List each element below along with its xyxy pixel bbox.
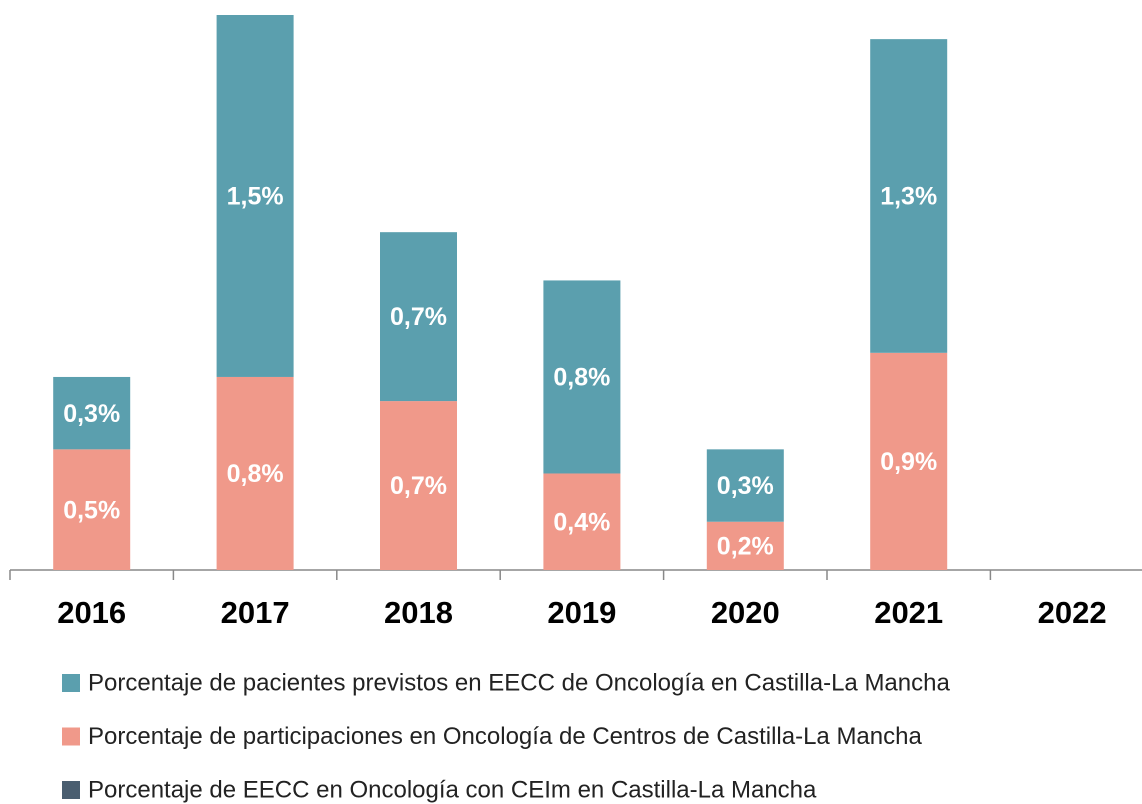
legend-swatch — [62, 674, 80, 692]
x-tick-label: 2019 — [547, 595, 616, 630]
bar-segment — [870, 352, 948, 570]
value-label: 0,2% — [717, 532, 774, 560]
bar-segment — [706, 521, 784, 570]
bar-segment — [53, 449, 131, 570]
bar-segment — [543, 473, 621, 570]
x-tick-label: 2020 — [711, 595, 780, 630]
value-label: 0,8% — [553, 364, 610, 392]
x-tick-label: 2016 — [57, 595, 126, 630]
legend-label: Porcentaje de pacientes previstos en EEC… — [88, 669, 950, 696]
value-label: 0,7% — [390, 303, 447, 331]
value-label: 0,5% — [63, 496, 120, 524]
x-tick-label: 2017 — [221, 595, 290, 630]
value-label: 1,3% — [880, 183, 937, 211]
bar-segment — [53, 376, 131, 450]
value-label: 0,4% — [553, 508, 610, 536]
legend-label: Porcentaje de participaciones en Oncolog… — [88, 723, 922, 750]
value-label: 0,3% — [717, 472, 774, 500]
bar-segment — [216, 376, 294, 570]
legend-swatch — [62, 727, 80, 746]
value-label: 0,3% — [63, 400, 120, 428]
x-tick-label: 2021 — [874, 595, 943, 630]
bar-segment — [380, 401, 457, 570]
x-tick-label: 2022 — [1038, 595, 1107, 630]
bar-segment — [380, 232, 457, 402]
value-label: 0,8% — [227, 460, 284, 488]
legend-label: Porcentaje de EECC en Oncología con CEIm… — [88, 776, 817, 803]
value-label: 0,7% — [390, 472, 447, 500]
legend-swatch — [62, 781, 80, 799]
x-tick-label: 2018 — [384, 595, 453, 630]
bar-segment — [216, 15, 294, 377]
bar-segment — [543, 280, 621, 474]
value-label: 0,9% — [880, 448, 937, 476]
bar-segment — [870, 39, 948, 353]
value-label: 1,5% — [227, 183, 284, 211]
bar-segment — [706, 449, 784, 522]
